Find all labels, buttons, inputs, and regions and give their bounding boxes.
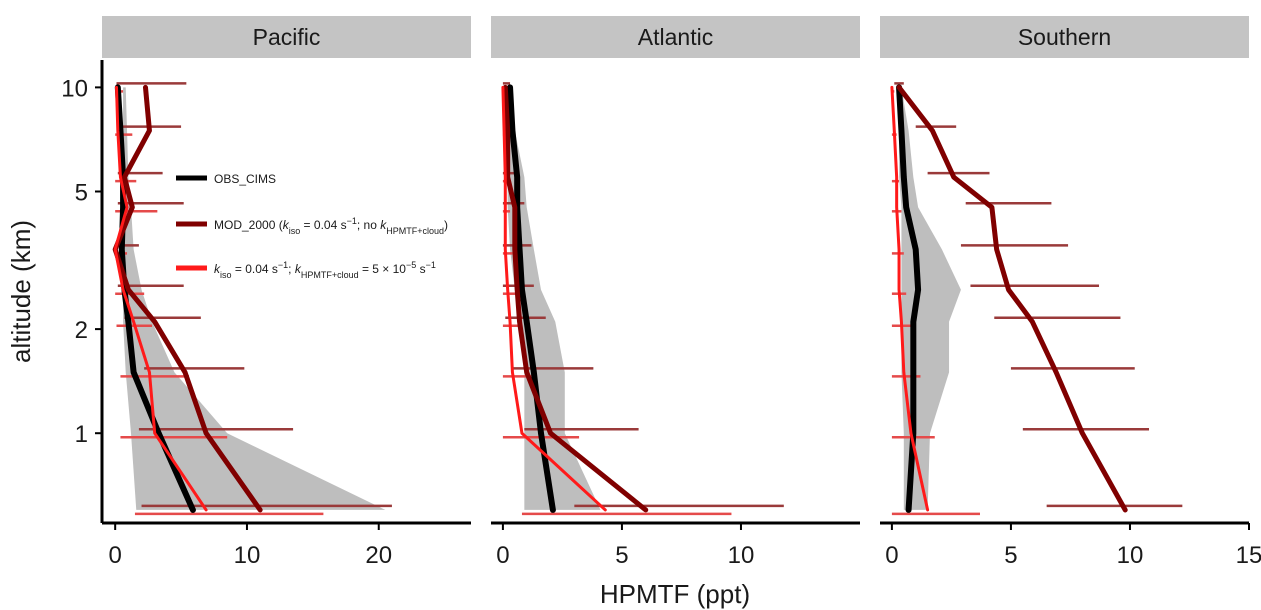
y-axis-title: altitude (km) xyxy=(6,220,36,363)
y-tick-label: 10 xyxy=(61,75,88,102)
legend-text-part: k xyxy=(214,262,221,276)
legend-text-part: −1 xyxy=(347,216,357,226)
legend-text-part: = 0.04 s xyxy=(300,218,346,232)
y-tick-label: 2 xyxy=(75,317,88,344)
legend-text-part: s xyxy=(416,262,425,276)
y-tick-label: 1 xyxy=(75,421,88,448)
legend-text-part: = 0.04 s xyxy=(232,262,278,276)
obs-range-band xyxy=(896,87,961,510)
obs-line xyxy=(896,84,922,513)
legend-label-mod2000: MOD_2000 (kiso = 0.04 s−1; no kHPMTF+clo… xyxy=(214,216,448,236)
red-line xyxy=(501,85,607,512)
obs-range-band xyxy=(507,87,601,510)
x-tick-label: 10 xyxy=(1117,542,1144,569)
legend-text-part: = 5 × 10 xyxy=(359,262,407,276)
x-tick-label: 0 xyxy=(496,542,509,569)
facet-title: Southern xyxy=(1018,24,1111,50)
legend-text-part: HPMTF+cloud xyxy=(386,226,444,236)
legend-label-red: kiso = 0.04 s−1; kHPMTF+cloud = 5 × 10−5… xyxy=(214,260,436,280)
facet-panel-pacific: Pacific 0 10 20 xyxy=(102,16,471,569)
x-tick-label: 10 xyxy=(728,542,755,569)
mod2000-line xyxy=(502,84,649,513)
legend-text-part: −1 xyxy=(426,260,436,270)
mod2000-line xyxy=(896,84,1128,513)
legend-text-part: iso xyxy=(289,226,301,236)
x-tick-label: 15 xyxy=(1236,542,1261,569)
x-tick-label: 5 xyxy=(1004,542,1017,569)
facet-title: Atlantic xyxy=(638,24,713,50)
mod2000-line xyxy=(112,84,263,513)
x-tick-label: 20 xyxy=(365,542,392,569)
facet-strip xyxy=(102,16,471,58)
red-line xyxy=(890,85,930,512)
legend-text-part: iso xyxy=(220,270,232,280)
legend-text-part: OBS_CIMS xyxy=(214,172,276,186)
legend-text-part: −1 xyxy=(278,260,288,270)
facet-strip xyxy=(880,16,1249,58)
y-tick-label: 5 xyxy=(75,179,88,206)
legend-label-obs: OBS_CIMS xyxy=(214,172,276,186)
legend-text-part: −5 xyxy=(406,260,416,270)
x-tick-label: 10 xyxy=(234,542,261,569)
facet-title: Pacific xyxy=(253,24,321,50)
x-tick-label: 5 xyxy=(615,542,628,569)
facet-strip xyxy=(491,16,860,58)
legend-text-part: ; no xyxy=(357,218,380,232)
legend-text-part: MOD_2000 ( xyxy=(214,218,283,232)
obs-range-band xyxy=(123,87,386,510)
legend-text-part: k xyxy=(283,218,290,232)
facet-panel-atlantic: Atlantic 0 5 10 xyxy=(491,16,860,569)
facet-panel-southern: Southern 0 5 10 15 xyxy=(880,16,1261,569)
legend-text-part: HPMTF+cloud xyxy=(301,270,359,280)
legend-text-part: ) xyxy=(444,218,448,232)
x-tick-label: 0 xyxy=(108,542,121,569)
legend-text-part: k xyxy=(380,218,387,232)
x-axis-title: HPMTF (ppt) xyxy=(600,579,750,609)
x-tick-label: 0 xyxy=(885,542,898,569)
legend-text-part: ; xyxy=(288,262,295,276)
red-line xyxy=(113,85,208,512)
legend-text-part: k xyxy=(295,262,302,276)
